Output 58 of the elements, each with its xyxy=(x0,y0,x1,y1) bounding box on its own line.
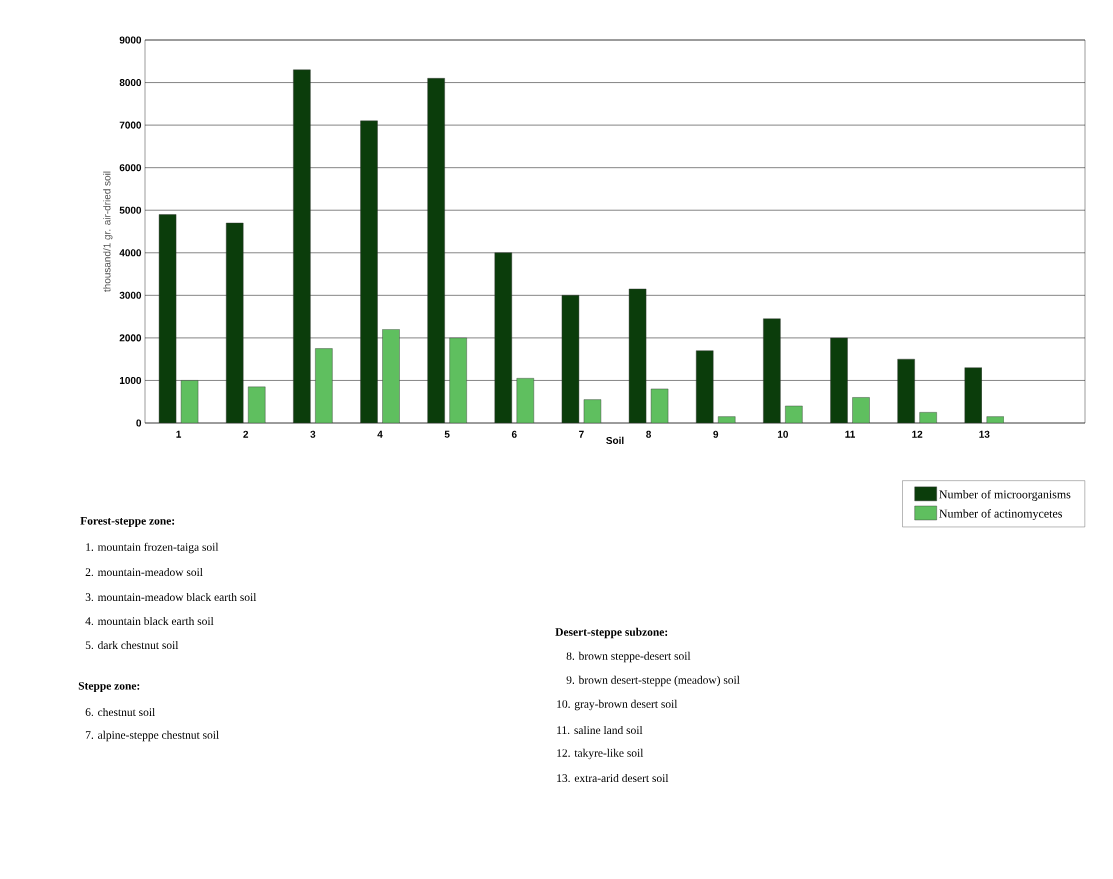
y-axis-title: thousand/1 gr. air-dried soil xyxy=(103,171,113,292)
y-tick-label: 3000 xyxy=(119,291,142,299)
text: 3. mountain-meadow black earth soil xyxy=(85,592,257,602)
x-tick-label: 9 xyxy=(713,430,719,438)
bar xyxy=(516,378,534,424)
text: 13. extra-arid desert soil xyxy=(557,773,669,783)
bar xyxy=(293,69,311,424)
text: 1. mountain frozen-taiga soil xyxy=(86,542,219,554)
text: 4. mountain black earth soil xyxy=(85,616,214,626)
text: Desert-steppe subzone: xyxy=(555,627,668,639)
text: 6. chestnut soil xyxy=(85,707,155,717)
x-tick-label: 12 xyxy=(912,430,923,438)
text: Steppe zone: xyxy=(78,681,140,693)
x-tick-label: 2 xyxy=(243,430,249,438)
bar xyxy=(449,337,467,424)
x-tick-label: 6 xyxy=(511,430,517,438)
y-tick-label: 0 xyxy=(136,419,142,427)
x-tick-label: 11 xyxy=(845,430,855,438)
bar xyxy=(494,252,512,424)
legend-label: Number of microorganisms xyxy=(939,489,1071,501)
text: 2. mountain-meadow soil xyxy=(85,567,203,577)
x-tick-label: 8 xyxy=(646,430,652,438)
y-tick-label: 8000 xyxy=(119,79,142,87)
x-tick-label: 4 xyxy=(377,430,383,438)
bar xyxy=(248,386,266,424)
text: Forest-steppe zone: xyxy=(80,517,175,527)
bar xyxy=(763,318,781,424)
bar xyxy=(964,367,982,424)
x-tick-label: 3 xyxy=(310,430,316,438)
legend-label: Number of actinomycetes xyxy=(939,509,1062,521)
x-tick-label: 5 xyxy=(444,430,450,438)
text: 9. brown desert-steppe (meadow) soil xyxy=(566,675,740,687)
text: 5. dark chestnut soil xyxy=(85,640,179,650)
bar xyxy=(382,329,400,424)
x-axis-title: Soil xyxy=(606,436,624,444)
text: 12. takyre-like soil xyxy=(557,748,644,760)
y-tick-label: 9000 xyxy=(119,36,142,44)
x-tick-label: 7 xyxy=(579,430,584,438)
bar xyxy=(427,78,445,424)
bar xyxy=(226,222,244,424)
x-tick-label: 1 xyxy=(176,430,182,438)
bar xyxy=(360,120,378,424)
bar xyxy=(696,350,714,424)
y-tick-label: 7000 xyxy=(119,121,142,129)
text: 11. saline land soil xyxy=(557,725,643,735)
text: 8. brown steppe-desert soil xyxy=(566,651,691,663)
y-tick-label: 2000 xyxy=(119,334,142,342)
bar xyxy=(897,358,915,424)
bar xyxy=(830,337,848,424)
y-tick-label: 4000 xyxy=(119,249,142,257)
bar xyxy=(315,348,333,424)
text: 7. alpine-steppe chestnut soil xyxy=(85,730,219,742)
y-tick-label: 5000 xyxy=(119,206,142,214)
x-tick-label: 10 xyxy=(777,430,789,438)
y-tick-label: 1000 xyxy=(119,376,142,384)
x-tick-label: 13 xyxy=(979,430,990,438)
y-tick-label: 6000 xyxy=(119,164,142,172)
text: 10. gray-brown desert soil xyxy=(557,699,678,711)
